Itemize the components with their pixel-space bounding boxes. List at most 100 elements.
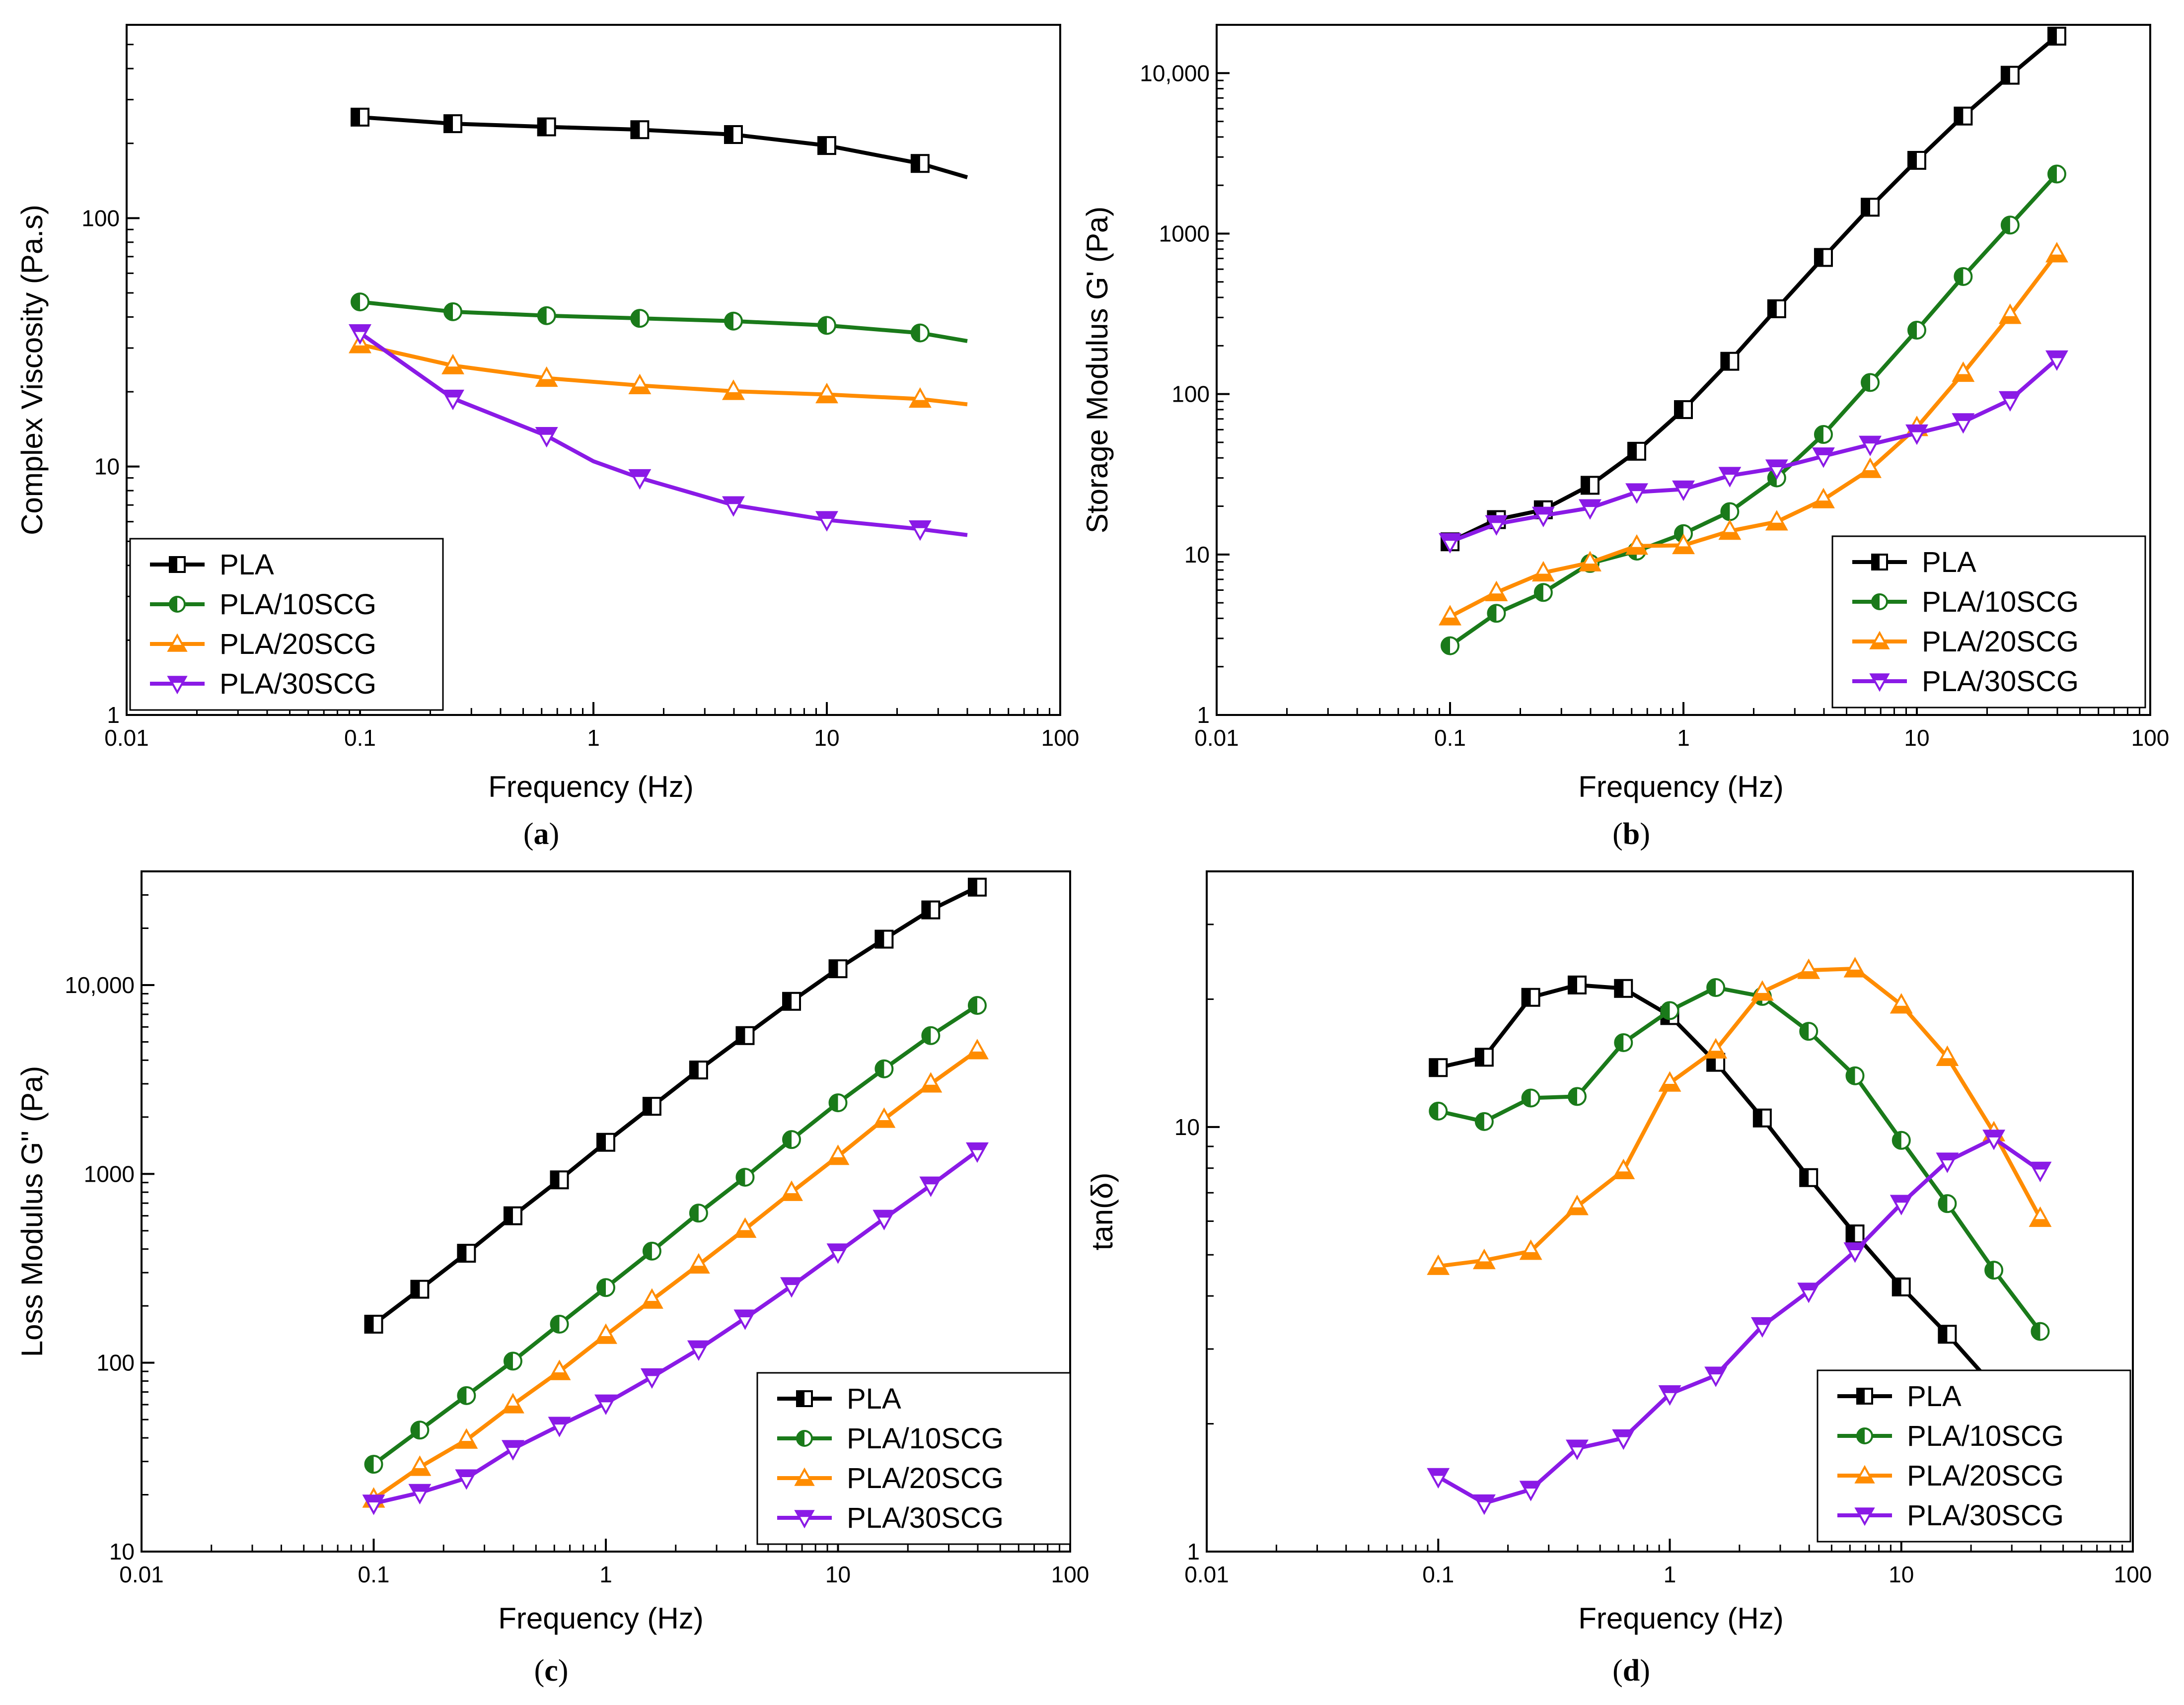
legend-marker	[1854, 1465, 1875, 1484]
data-point	[1984, 1261, 2004, 1280]
data-point	[1954, 267, 1973, 286]
series-line	[360, 342, 968, 407]
x-tick-label: 10	[1904, 725, 1929, 751]
legend-marker	[796, 1390, 813, 1407]
legend-marker	[1869, 631, 1890, 649]
y-tick-label: 1000	[84, 1161, 135, 1187]
legend-marker	[794, 1467, 815, 1486]
legend-marker	[1856, 1388, 1873, 1405]
data-point	[1427, 1254, 1450, 1275]
data-point	[2029, 1161, 2052, 1183]
data-point	[1531, 506, 1555, 527]
data-point	[724, 125, 743, 144]
data-point	[1672, 480, 1695, 501]
legend-marker	[167, 676, 188, 695]
y-tick-label: 10,000	[1140, 60, 1210, 86]
legend-label: PLA/10SCG	[1907, 1420, 2064, 1452]
panel-label: (b)	[1612, 817, 1650, 851]
y-axis-title: Storage Modulus G' (Pa)	[1081, 207, 1114, 533]
series-pla-30scg	[1439, 350, 2068, 554]
data-point	[1614, 1033, 1633, 1052]
y-tick-label: 1	[1187, 1539, 1200, 1564]
data-point	[550, 1315, 569, 1334]
data-point	[2000, 66, 2020, 85]
data-point	[594, 1394, 617, 1415]
data-point	[628, 469, 652, 490]
data-point	[1579, 551, 1602, 571]
data-point	[457, 1386, 476, 1405]
series-pla-20scg	[362, 1039, 989, 1508]
data-point	[502, 1393, 524, 1414]
data-point	[1892, 1131, 1911, 1150]
data-point	[1859, 457, 1882, 478]
series-pla	[364, 877, 987, 1334]
data-point	[1612, 1429, 1635, 1450]
data-point	[2047, 164, 2066, 184]
x-tick-label: 100	[1041, 725, 1080, 751]
legend-label: PLA/10SCG	[219, 588, 376, 621]
legend: PLA PLA/10SCG PLA/20SCG PLA/30SCG	[129, 538, 444, 711]
data-point	[967, 877, 987, 897]
data-point	[1487, 604, 1506, 623]
legend-marker	[169, 556, 186, 573]
data-point	[441, 389, 464, 411]
data-point	[1936, 1152, 1959, 1173]
x-axis-title: Frequency (Hz)	[498, 1602, 703, 1635]
panel-label-letter: b	[1623, 817, 1640, 851]
data-point	[722, 496, 745, 517]
data-point	[908, 387, 932, 408]
data-point	[1938, 1194, 1957, 1213]
data-point	[1658, 1071, 1681, 1092]
panel-label-open: (	[1612, 817, 1623, 851]
data-point	[548, 1359, 571, 1380]
data-point	[1892, 1278, 1911, 1297]
data-point	[1519, 1239, 1542, 1260]
data-point	[1674, 400, 1693, 419]
y-axis-title: Complex Viscosity (Pa.s)	[15, 205, 49, 535]
x-tick-label: 0.1	[358, 1562, 390, 1587]
panel-label: (d)	[1612, 1654, 1650, 1688]
legend-label: PLA/20SCG	[219, 628, 376, 660]
data-point	[1531, 561, 1555, 582]
data-point	[1907, 150, 1926, 170]
data-point	[1859, 435, 1882, 456]
panel-label-letter: a	[534, 817, 549, 851]
data-point	[642, 1097, 661, 1116]
legend-marker	[1871, 554, 1888, 570]
legend-label: PLA/10SCG	[847, 1422, 1004, 1455]
y-tick-label: 10	[1174, 1114, 1200, 1140]
data-point	[1750, 1317, 1774, 1338]
data-point	[1845, 1066, 1865, 1085]
data-point	[441, 354, 464, 374]
legend-entry: PLA	[1837, 1380, 1962, 1413]
legend-entry: PLA/10SCG	[150, 588, 376, 621]
legend-label: PLA/10SCG	[1922, 586, 2079, 618]
data-point	[1720, 352, 1740, 371]
series-pla-20scg	[1439, 242, 2068, 626]
panel-label-open: (	[1612, 1654, 1623, 1688]
data-point	[548, 1417, 571, 1437]
panel-label-open: (	[534, 1654, 545, 1688]
data-point	[364, 1455, 383, 1474]
x-tick-label: 100	[1051, 1562, 1090, 1587]
data-point	[455, 1428, 478, 1449]
data-point	[351, 107, 369, 127]
data-point	[2000, 215, 2020, 235]
data-point	[642, 1241, 661, 1261]
y-tick-label: 1000	[1159, 220, 1210, 246]
y-axis-title: Loss Modulus G'' (Pa)	[15, 1066, 49, 1357]
legend-marker	[1871, 593, 1888, 610]
legend-entry: PLA/10SCG	[777, 1422, 1004, 1455]
data-point	[443, 114, 463, 134]
series-pla-10scg	[351, 292, 968, 343]
data-point	[1890, 1195, 1913, 1215]
data-point	[908, 520, 932, 541]
data-point	[2031, 1322, 2050, 1341]
data-point	[910, 154, 930, 173]
x-tick-label: 1	[587, 725, 600, 751]
data-point	[364, 1315, 383, 1334]
data-point	[443, 302, 463, 321]
data-point	[689, 1204, 708, 1223]
data-point	[1660, 1001, 1679, 1020]
